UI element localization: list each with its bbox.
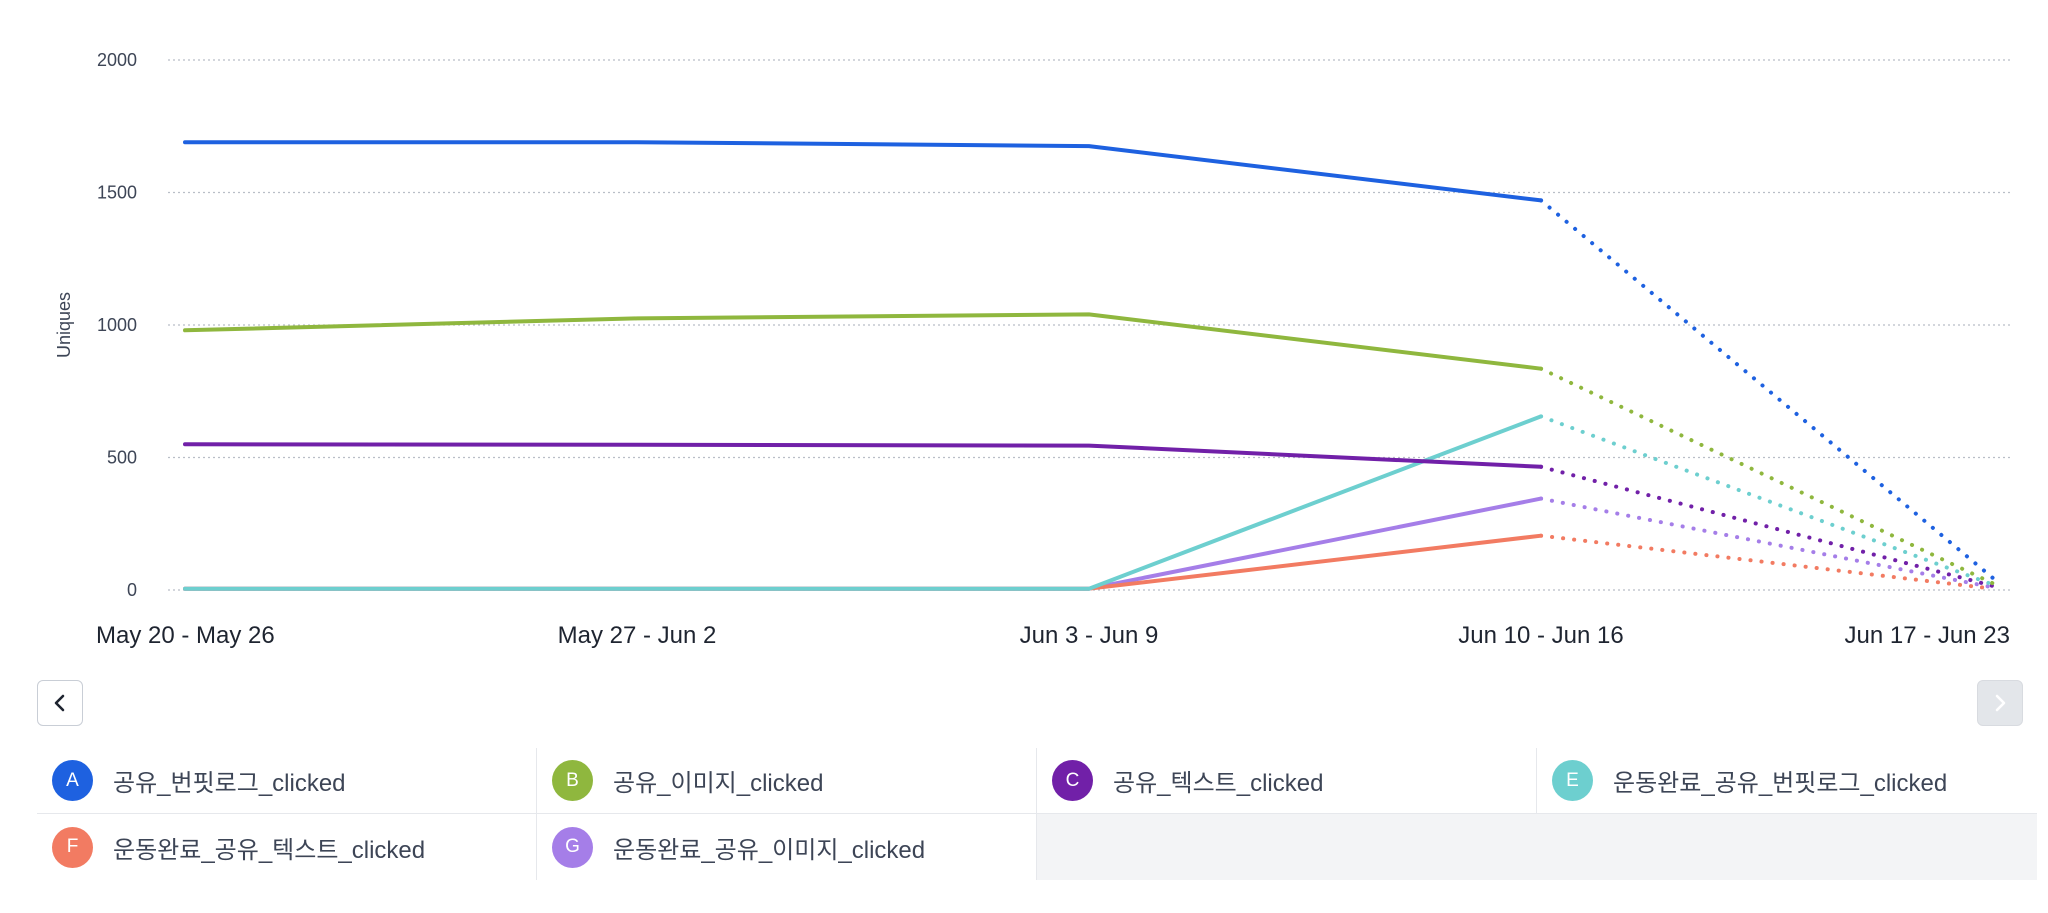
- legend-empty-cell: [1037, 814, 1537, 880]
- chart-legend: A 공유_번핏로그_clicked B 공유_이미지_clicked C 공유_…: [37, 748, 2037, 880]
- y-axis-label: Uniques: [54, 292, 74, 358]
- series-line-incomplete: [1539, 533, 1995, 591]
- y-tick-label: 500: [107, 448, 137, 468]
- x-tick-label: Jun 17 - Jun 23: [1845, 622, 2010, 649]
- legend-label: 운동완료_공유_텍스트_clicked: [113, 836, 426, 864]
- series-line-incomplete: [1539, 366, 1995, 586]
- x-tick-label: Jun 10 - Jun 16: [1458, 622, 1623, 649]
- legend-badge: A: [52, 760, 93, 801]
- legend-label: 공유_이미지_clicked: [613, 770, 824, 797]
- series-line-solid: [183, 442, 1543, 469]
- x-axis: May 20 - May 26 May 27 - Jun 2 Jun 3 - Jun…: [96, 622, 2010, 649]
- series-line[interactable]: [183, 312, 1995, 586]
- legend-item[interactable]: B 공유_이미지_clicked: [537, 748, 1037, 814]
- series-line-solid: [183, 414, 1543, 591]
- y-axis: 0 500 1000 1500 2000: [97, 50, 137, 600]
- series-line[interactable]: [183, 140, 1995, 581]
- legend-badge: B: [552, 760, 593, 801]
- chevron-left-icon: [54, 694, 65, 712]
- legend-label: 운동완료_공유_번핏로그_clicked: [1613, 770, 1948, 797]
- legend-item[interactable]: A 공유_번핏로그_clicked: [37, 748, 537, 814]
- previous-page-button[interactable]: [37, 680, 83, 726]
- legend-label: 운동완료_공유_이미지_clicked: [613, 836, 926, 864]
- series-line-incomplete: [1539, 198, 1995, 581]
- chart-grid: [168, 59, 2010, 591]
- legend-item[interactable]: C 공유_텍스트_clicked: [1037, 748, 1537, 814]
- x-tick-label: Jun 3 - Jun 9: [1020, 622, 1159, 649]
- y-tick-label: 2000: [97, 50, 137, 70]
- series-line-solid: [183, 496, 1543, 591]
- legend-badge: E: [1552, 760, 1593, 801]
- legend-label: 공유_번핏로그_clicked: [113, 770, 346, 797]
- x-tick-label: May 27 - Jun 2: [558, 622, 717, 649]
- series-line-incomplete: [1539, 464, 1995, 588]
- y-tick-label: 0: [127, 580, 137, 600]
- y-tick-label: 1500: [97, 183, 137, 203]
- legend-badge: F: [52, 826, 93, 868]
- series-line-incomplete: [1539, 414, 1995, 587]
- legend-item[interactable]: E 운동완료_공유_번핏로그_clicked: [1537, 748, 2037, 814]
- series-line-solid: [183, 140, 1543, 203]
- series-line[interactable]: [183, 442, 1995, 588]
- series-line-incomplete: [1539, 496, 1995, 590]
- legend-item[interactable]: G 운동완료_공유_이미지_clicked: [537, 814, 1037, 880]
- series-line[interactable]: [183, 414, 1995, 591]
- legend-label: 공유_텍스트_clicked: [1113, 770, 1324, 797]
- legend-badge: G: [552, 826, 593, 868]
- series-line[interactable]: [183, 496, 1995, 591]
- series-line-solid: [183, 312, 1543, 371]
- chart-series: [183, 140, 1995, 591]
- x-tick-label: May 20 - May 26: [96, 622, 275, 649]
- legend-badge: C: [1052, 760, 1093, 801]
- legend-empty-cell: [1537, 814, 2037, 880]
- line-chart: 0 500 1000 1500 2000 Uniques May 20 - May 26…: [54, 50, 2010, 649]
- y-tick-label: 1000: [97, 315, 137, 335]
- series-line[interactable]: [183, 533, 1995, 591]
- next-page-button[interactable]: [1977, 680, 2023, 726]
- series-line-solid: [183, 533, 1543, 591]
- chevron-right-icon: [1995, 694, 2006, 712]
- legend-item[interactable]: F 운동완료_공유_텍스트_clicked: [37, 814, 537, 880]
